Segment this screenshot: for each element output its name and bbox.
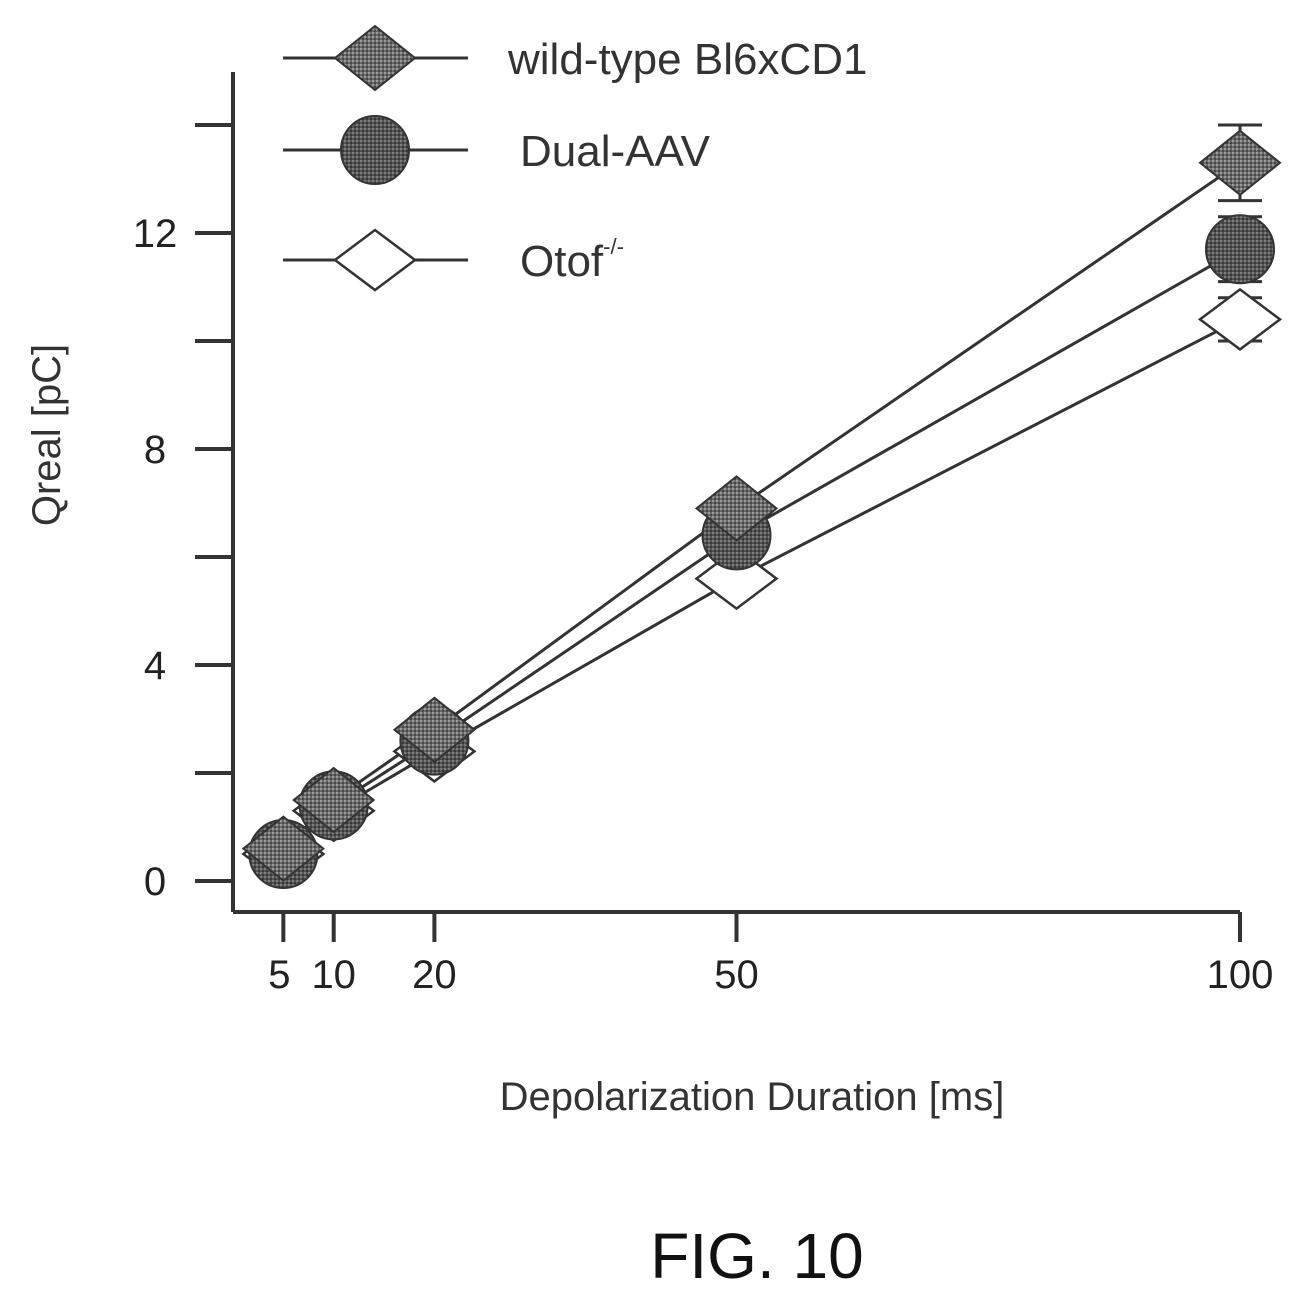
x-tick-label: 5 — [268, 953, 290, 997]
series-points — [241, 129, 1283, 889]
y-axis-title: Qreal [pC] — [25, 344, 69, 526]
x-tick-label: 20 — [412, 953, 457, 997]
data-point — [392, 696, 477, 764]
data-point — [1205, 214, 1275, 285]
figure-caption: FIG. 10 — [650, 1220, 863, 1292]
legend-label: Otof-/- — [520, 234, 624, 286]
y-axis-ticks: 0 4 8 12 — [133, 123, 233, 904]
y-tick-label: 8 — [144, 428, 166, 472]
legend-label: Dual-AAV — [520, 127, 711, 176]
x-tick-label: 100 — [1207, 953, 1274, 997]
legend-marker — [340, 115, 410, 185]
y-tick-label: 0 — [144, 860, 166, 904]
x-axis-ticks: 5 10 20 50 100 — [268, 912, 1273, 997]
y-tick-label: 12 — [133, 212, 178, 256]
legend: wild-type Bl6xCD1 Dual-AAV Otof-/- — [283, 24, 867, 292]
data-point — [241, 815, 325, 882]
x-axis-title: Depolarization Duration [ms] — [500, 1075, 1005, 1119]
legend-label: wild-type Bl6xCD1 — [507, 35, 867, 84]
x-tick-label: 50 — [714, 953, 759, 997]
x-tick-label: 10 — [311, 953, 356, 997]
legend-label-superscript: -/- — [603, 234, 624, 259]
legend-marker — [332, 228, 418, 292]
data-point — [292, 766, 376, 834]
legend-marker — [333, 24, 417, 92]
data-point — [1198, 129, 1282, 197]
data-point — [1197, 287, 1283, 351]
y-tick-label: 4 — [144, 644, 166, 688]
data-point — [694, 475, 779, 542]
